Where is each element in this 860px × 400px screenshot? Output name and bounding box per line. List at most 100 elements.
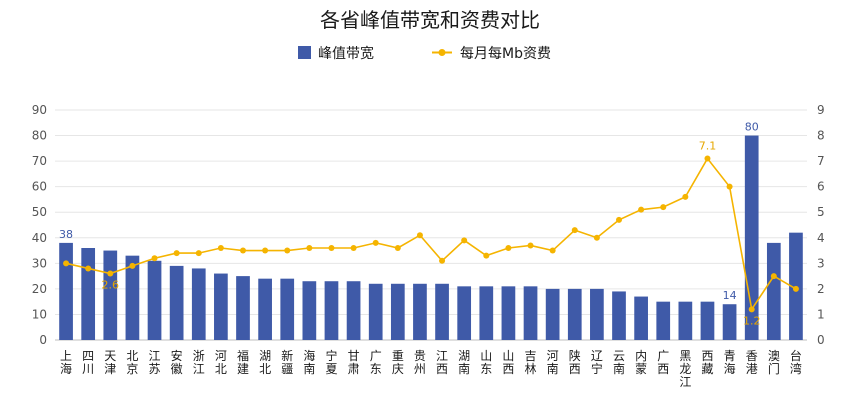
- category-label: 上海: [60, 349, 72, 376]
- bar: [457, 286, 472, 340]
- legend: 峰值带宽 每月每Mb资费: [298, 45, 551, 62]
- bar: [258, 278, 272, 340]
- data-label: 7.1: [699, 140, 717, 153]
- right-tick-label: 6: [817, 180, 825, 194]
- bar: [236, 276, 250, 340]
- bar: [678, 301, 693, 340]
- line-point: [549, 247, 556, 254]
- category-char: 上: [60, 349, 72, 363]
- category-char: 广: [370, 349, 382, 363]
- category-char: 吉: [525, 349, 537, 363]
- line-point: [151, 255, 158, 262]
- category-char: 南: [547, 361, 559, 376]
- left-tick-label: 90: [32, 103, 47, 117]
- legend-bar-label: 峰值带宽: [318, 45, 374, 62]
- category-char: 北: [126, 349, 138, 363]
- line-point: [527, 242, 534, 249]
- bar: [567, 288, 582, 340]
- line-point: [571, 227, 578, 234]
- category-char: 川: [82, 362, 94, 376]
- category-label: 安徽: [171, 348, 183, 376]
- category-char: 海: [303, 348, 315, 363]
- bar: [280, 278, 295, 340]
- category-char: 徽: [171, 361, 183, 376]
- line-point: [284, 247, 291, 254]
- bar: [501, 286, 516, 340]
- category-label: 陕西: [569, 348, 581, 376]
- bar: [125, 255, 140, 340]
- category-char: 福: [237, 348, 249, 363]
- line-point: [85, 265, 92, 272]
- left-tick-label: 80: [32, 129, 47, 143]
- category-axis: 上海四川天津北京江苏安徽浙江河北福建湖北新疆海南宁夏甘肃广东重庆贵州江西湖南山东…: [60, 348, 802, 389]
- category-char: 南: [458, 361, 470, 376]
- category-char: 北: [215, 362, 227, 376]
- bar: [81, 248, 96, 340]
- category-label: 云南: [613, 349, 625, 376]
- category-label: 青海: [724, 349, 736, 376]
- line-point: [350, 245, 357, 251]
- category-label: 甘肃: [348, 349, 360, 376]
- line-point: [372, 239, 379, 246]
- category-char: 广: [657, 349, 669, 363]
- right-axis: 0 1 2 3 4 5 6 7 8 9: [817, 103, 825, 347]
- data-label: 38: [59, 228, 73, 241]
- category-label: 广西: [657, 349, 669, 376]
- bar: [390, 283, 405, 340]
- category-label: 黑龙江: [679, 349, 691, 389]
- data-label: 1.2: [743, 314, 761, 327]
- category-char: 建: [237, 362, 249, 376]
- category-char: 庆: [392, 362, 404, 376]
- bar: [346, 281, 361, 340]
- right-tick-label: 1: [817, 307, 825, 321]
- line-point: [195, 250, 202, 257]
- category-label: 河北: [215, 349, 227, 376]
- bar: [612, 291, 626, 340]
- right-tick-label: 9: [817, 103, 825, 117]
- category-char: 山: [480, 349, 492, 363]
- left-axis: 0 10 20 30 40 50 60 70 80 90: [32, 103, 47, 347]
- left-tick-label: 0: [39, 333, 47, 347]
- category-label: 澳门: [768, 349, 780, 376]
- left-tick-label: 30: [32, 256, 47, 270]
- line-point: [726, 183, 733, 190]
- category-char: 南: [613, 361, 625, 376]
- category-label: 北京: [126, 349, 138, 376]
- category-char: 肃: [348, 362, 360, 376]
- right-tick-label: 4: [817, 231, 825, 245]
- category-char: 河: [215, 349, 227, 363]
- category-char: 西: [502, 362, 514, 376]
- category-char: 江: [436, 349, 448, 363]
- line-point: [439, 257, 446, 264]
- category-char: 安: [171, 348, 183, 363]
- left-tick-label: 60: [32, 180, 47, 194]
- bar: [324, 281, 339, 340]
- line-point: [704, 155, 711, 162]
- line-point: [483, 252, 490, 259]
- bar: [656, 301, 671, 340]
- category-char: 山: [502, 349, 514, 363]
- bar: [700, 301, 715, 340]
- line-point: [63, 260, 70, 267]
- category-label: 天津: [104, 349, 116, 376]
- category-char: 宁: [591, 361, 603, 376]
- line-point: [328, 245, 335, 251]
- line-point: [107, 270, 114, 277]
- bar: [523, 286, 538, 340]
- category-char: 夏: [325, 362, 337, 376]
- bar: [413, 283, 427, 340]
- bar: [169, 265, 184, 340]
- line-point: [682, 193, 689, 200]
- line-point: [792, 285, 799, 292]
- category-char: 台: [790, 348, 802, 363]
- category-char: 津: [104, 362, 116, 376]
- line-point: [416, 232, 423, 239]
- category-char: 黑: [679, 349, 691, 363]
- category-label: 福建: [237, 348, 249, 376]
- category-label: 内蒙: [635, 349, 647, 376]
- bar: [722, 304, 737, 340]
- category-label: 山西: [502, 349, 514, 376]
- category-char: 重: [392, 349, 404, 363]
- line-point: [616, 216, 622, 223]
